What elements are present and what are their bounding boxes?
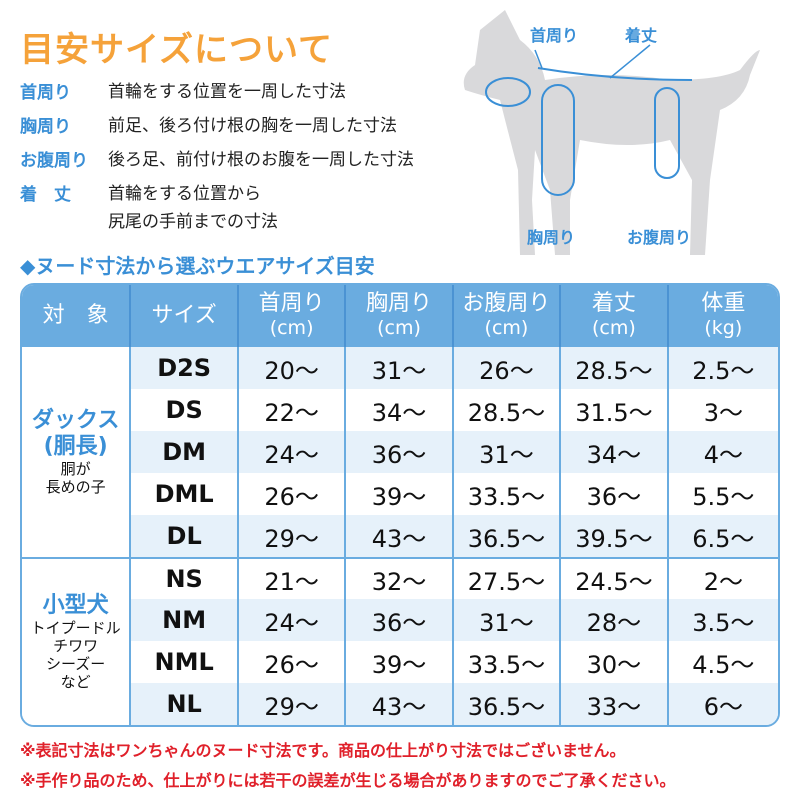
size-cell: D2S	[131, 347, 239, 389]
dog-label-length: 着丈	[625, 26, 658, 45]
dog-label-neck: 首周り	[530, 26, 579, 45]
value-cell: 36～	[346, 599, 454, 641]
value-cell: 28～	[561, 599, 669, 641]
note-1: ※表記寸法はワンちゃんのヌード寸法です。商品の仕上がり寸法ではございません。	[20, 741, 626, 760]
column-header: 胸周り (cm)	[346, 285, 454, 347]
table-row: DS 22～ 34～ 28.5～ 31.5～ 3～	[22, 389, 778, 431]
value-cell: 3～	[703, 398, 743, 427]
definition-chest: 胸周り 前足、後ろ付け根の胸を一周した寸法	[20, 116, 397, 137]
value-cell: 39～	[346, 641, 454, 683]
dog-illustration	[463, 10, 760, 255]
value-cell: 31.5～	[561, 389, 669, 431]
definition-neck: 首周り 首輪をする位置を一周した寸法	[20, 82, 346, 103]
value-cell: 2～	[668, 557, 778, 599]
size-cell: DS	[131, 389, 239, 431]
value-cell: 31～	[346, 347, 454, 389]
value-cell: 30～	[561, 641, 669, 683]
value-cell: 39.5～	[561, 515, 669, 557]
value-cell: 36～	[346, 431, 454, 473]
size-cell: DM	[131, 431, 239, 473]
value-cell: 4～	[668, 431, 778, 473]
value-cell: 3.5～	[668, 599, 778, 641]
table-row: 小型犬 トイプードル チワワ シーズー など NS 21～ 32～ 27.5～ 24.5～ 2～	[22, 557, 778, 725]
dog-label-belly: お腹周り	[627, 228, 692, 247]
group-cell: 小型犬 トイプードル チワワ シーズー など	[22, 557, 132, 725]
value-cell: 24～	[238, 599, 347, 641]
value-cell: 26～	[453, 347, 562, 389]
value-cell: 36～	[561, 473, 669, 515]
value-cell: 6.5～	[668, 515, 778, 557]
column-header: 体重 (kg)	[668, 285, 778, 347]
value-cell: 43～	[346, 683, 454, 725]
table-row: ダックス (胴長) 胴が 長めの子 D2S 20～ 31～ 26～ 28.5～ 2.5～	[22, 347, 778, 557]
value-cell: 2.5～	[668, 347, 778, 389]
size-cell: DL	[131, 515, 239, 557]
size-cell: NL	[131, 683, 239, 725]
value-cell: 32～	[346, 557, 454, 599]
size-cell: NS	[131, 557, 239, 599]
value-cell: 21～	[238, 557, 347, 599]
value-cell: 27.5～	[453, 557, 562, 599]
table-row: DL 29～ 43～ 36.5～ 39.5～ 6.5～	[22, 515, 778, 557]
value-cell: 33.5～	[454, 641, 562, 683]
value-cell: 29～	[238, 683, 347, 725]
table-subtitle: ◆ヌード寸法から選ぶウエアサイズ目安	[20, 254, 375, 278]
note-2: ※手作り品のため、仕上がりには若干の誤差が生じる場合がありますのでご了承ください…	[20, 771, 676, 790]
table-row: NML 26～ 39～ 33.5～ 30～ 4.5～	[22, 641, 778, 683]
definition-length: 着 丈首輪をする位置から 尻尾の手前までの寸法	[20, 184, 278, 232]
value-cell: 22～	[239, 389, 347, 431]
value-cell: 4.5～	[692, 650, 755, 679]
value-cell: 28.5～	[454, 389, 562, 431]
size-table: 対 象サイズ 首周り (cm) 胸周り (cm) お腹周り (cm) 着丈 (cm) 体重 (kg)…	[20, 283, 780, 727]
value-cell: 31～	[453, 431, 562, 473]
value-cell: 29～	[238, 515, 347, 557]
table-row: DML 26～ 39～ 33.5～ 36～ 5.5～	[22, 473, 778, 515]
dog-label-chest: 胸周り	[527, 228, 576, 247]
column-header: 対 象	[22, 285, 132, 347]
value-cell: 26～	[239, 473, 347, 515]
value-cell: 28.5～	[561, 347, 669, 389]
size-cell: NM	[131, 599, 239, 641]
value-cell: 36.5～	[453, 683, 562, 725]
column-header: サイズ	[131, 285, 239, 347]
table-row: DM 24～ 36～ 31～ 34～ 4～	[22, 431, 778, 473]
column-header: 着丈 (cm)	[561, 285, 669, 347]
value-cell: 39～	[346, 473, 454, 515]
value-cell: 33～	[561, 683, 669, 725]
page-title: 目安サイズについて	[20, 30, 333, 70]
column-header: 首周り (cm)	[238, 285, 347, 347]
value-cell: 31～	[453, 599, 562, 641]
value-cell: 24～	[238, 431, 347, 473]
value-cell: 33.5～	[454, 473, 562, 515]
table-row: NM 24～ 36～ 31～ 28～ 3.5～	[22, 599, 778, 641]
table-row: NL 29～ 43～ 36.5～ 33～ 6～	[22, 683, 778, 725]
value-cell: 24.5～	[561, 557, 669, 599]
definition-belly: お腹周り 後ろ足、前付け根のお腹を一周した寸法	[20, 150, 414, 171]
group-cell: ダックス (胴長) 胴が 長めの子	[22, 347, 132, 557]
size-cell: NML	[131, 641, 239, 683]
size-cell: DML	[131, 473, 239, 515]
value-cell: 5.5～	[692, 482, 755, 511]
value-cell: 34～	[561, 431, 669, 473]
column-header: お腹周り (cm)	[453, 285, 562, 347]
value-cell: 43～	[346, 515, 454, 557]
value-cell: 36.5～	[453, 515, 562, 557]
value-cell: 26～	[239, 641, 347, 683]
value-cell: 20～	[238, 347, 347, 389]
value-cell: 34～	[346, 389, 454, 431]
value-cell: 6～	[668, 683, 778, 725]
